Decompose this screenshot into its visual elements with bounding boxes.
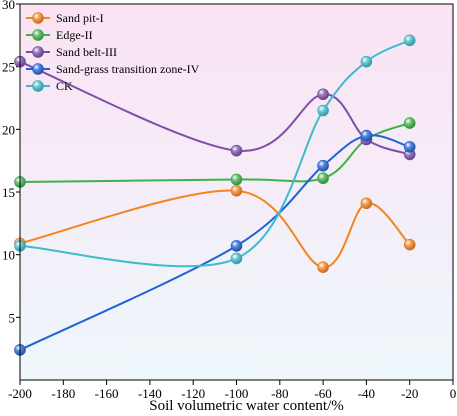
legend-marker [32,46,44,58]
y-tick-label: 15 [2,185,15,200]
y-tick-label: 20 [2,122,15,137]
x-tick-label: 0 [450,386,457,401]
data-point [230,144,243,157]
legend: Sand pit-I Edge-II Sand belt-III Sand-grass… [26,11,200,93]
data-point [317,261,329,274]
legend-marker [32,29,44,41]
legend-label: CK [56,79,73,93]
x-axis-title: Soil volumetric water content/% [149,398,344,414]
x-tick-label: -160 [95,386,119,401]
data-point [317,88,329,101]
data-point [230,240,243,252]
data-point [230,252,243,265]
legend-marker [32,12,44,24]
x-tick-label: -120 [181,386,205,401]
data-point [317,159,329,172]
y-tick-label: 25 [2,60,15,75]
x-tick-label: -80 [271,386,288,401]
legend-label: Edge-II [56,28,93,42]
y-tick-label: 5 [9,310,16,325]
legend-label: Sand-grass transition zone-IV [56,62,200,76]
x-tick-label: -180 [51,386,75,401]
x-tick-label: -20 [401,386,418,401]
x-tick-label: -60 [314,386,331,401]
y-tick-label: 10 [2,248,15,263]
axis-ticks: -200 -180 -160 -140 -120 -100 -80 -60 -40 -20 0510… [2,0,456,401]
legend-label: Sand pit-I [56,11,104,25]
data-point [230,173,243,186]
data-point [360,55,373,68]
y-tick-label: 30 [2,0,15,12]
data-point [403,117,416,129]
x-tick-label: -200 [8,386,32,401]
data-point [230,184,243,197]
data-point [403,238,416,251]
legend-marker [32,80,44,92]
legend-marker [32,63,44,75]
plot-frame [19,3,454,381]
data-point [403,141,416,153]
legend-label: Sand belt-III [56,45,117,59]
x-tick-label: -140 [138,386,162,401]
data-point [403,34,416,47]
x-tick-label: -40 [358,386,375,401]
data-point [317,104,329,117]
data-point [360,197,373,210]
data-point [317,172,329,185]
data-point [360,129,373,142]
x-tick-label: -100 [225,386,249,401]
